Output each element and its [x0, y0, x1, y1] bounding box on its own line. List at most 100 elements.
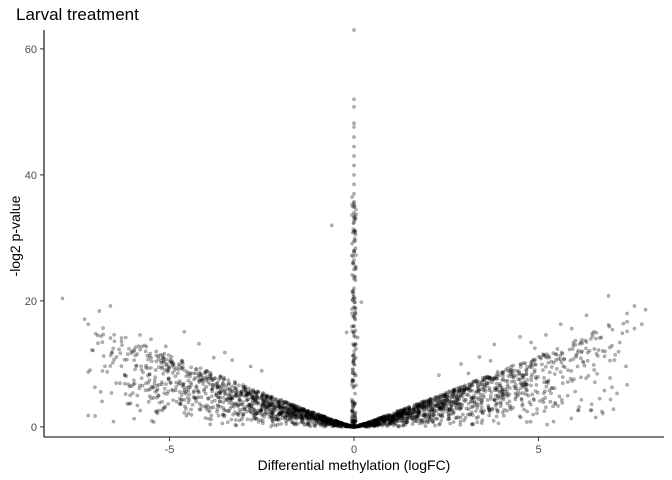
data-point: [142, 343, 147, 348]
data-point: [453, 416, 458, 421]
data-point: [353, 217, 357, 222]
data-point: [375, 419, 380, 423]
data-point: [256, 400, 260, 405]
data-point: [220, 382, 225, 386]
data-point: [286, 410, 291, 415]
data-point: [509, 374, 514, 379]
data-point: [246, 391, 251, 396]
data-point: [501, 392, 506, 397]
data-point: [458, 406, 463, 411]
data-point: [529, 362, 534, 367]
data-point: [377, 422, 381, 427]
data-point: [174, 366, 179, 370]
data-point: [318, 416, 322, 421]
data-point: [546, 381, 550, 385]
data-point: [432, 412, 436, 417]
data-point: [300, 409, 305, 414]
data-point: [487, 413, 492, 418]
data-point: [249, 393, 254, 398]
data-point: [417, 403, 422, 407]
data-point: [608, 345, 612, 350]
data-point: [288, 403, 293, 408]
data-point: [307, 416, 312, 420]
data-point: [380, 419, 385, 424]
data-point: [342, 421, 347, 426]
data-point: [271, 422, 275, 427]
data-point: [330, 419, 335, 424]
data-point: [283, 415, 288, 420]
data-point: [422, 412, 427, 417]
data-point: [413, 410, 417, 415]
data-point: [226, 392, 231, 397]
data-point: [437, 405, 442, 410]
data-point: [328, 417, 333, 422]
data-point: [382, 419, 387, 424]
data-point: [352, 215, 356, 220]
data-point: [309, 414, 313, 419]
data-point: [220, 388, 225, 393]
data-point: [93, 414, 98, 418]
data-point: [228, 387, 233, 392]
data-point: [326, 416, 331, 421]
data-point: [243, 388, 248, 393]
data-point: [312, 422, 316, 427]
data-point: [293, 409, 298, 413]
data-point: [350, 424, 354, 429]
data-point: [373, 421, 378, 425]
data-point: [368, 422, 373, 427]
data-point: [437, 407, 442, 412]
data-point: [365, 424, 370, 429]
data-point: [420, 400, 425, 405]
data-point: [344, 423, 348, 428]
data-point: [412, 408, 417, 412]
data-point: [197, 341, 201, 346]
data-point: [441, 396, 446, 401]
data-point: [323, 419, 327, 424]
data-point: [377, 422, 382, 427]
data-point: [352, 312, 357, 317]
data-point: [401, 409, 406, 413]
data-point: [299, 412, 304, 417]
data-point: [221, 375, 226, 380]
data-point: [147, 372, 152, 377]
data-point: [456, 401, 461, 406]
data-point: [346, 423, 351, 428]
data-point: [273, 397, 278, 402]
data-point: [490, 407, 494, 412]
data-point: [368, 420, 372, 424]
data-point: [275, 416, 280, 421]
data-point: [416, 405, 420, 410]
data-point: [371, 421, 376, 426]
data-point: [412, 410, 417, 415]
data-point: [208, 382, 212, 387]
data-point: [274, 417, 279, 422]
data-point: [305, 410, 310, 415]
data-point: [468, 412, 472, 417]
data-point: [218, 389, 222, 394]
data-point: [186, 378, 191, 383]
data-point: [301, 406, 306, 411]
data-point: [269, 396, 274, 400]
data-point: [488, 375, 493, 380]
data-point: [323, 416, 328, 420]
data-point: [284, 406, 289, 410]
data-point: [352, 144, 356, 149]
data-point: [524, 382, 529, 387]
data-point: [312, 416, 317, 421]
data-point: [123, 392, 128, 397]
data-point: [368, 420, 373, 424]
data-point: [335, 423, 339, 427]
data-point: [439, 404, 444, 409]
data-point: [276, 403, 281, 408]
data-point: [259, 408, 264, 413]
data-point: [579, 375, 583, 380]
data-point: [353, 310, 358, 314]
data-point: [308, 410, 313, 415]
data-point: [187, 392, 192, 397]
data-point: [367, 422, 372, 426]
data-point: [307, 413, 312, 418]
data-point: [255, 389, 260, 394]
data-point: [352, 248, 356, 253]
data-point: [452, 401, 457, 406]
data-point: [529, 378, 534, 383]
